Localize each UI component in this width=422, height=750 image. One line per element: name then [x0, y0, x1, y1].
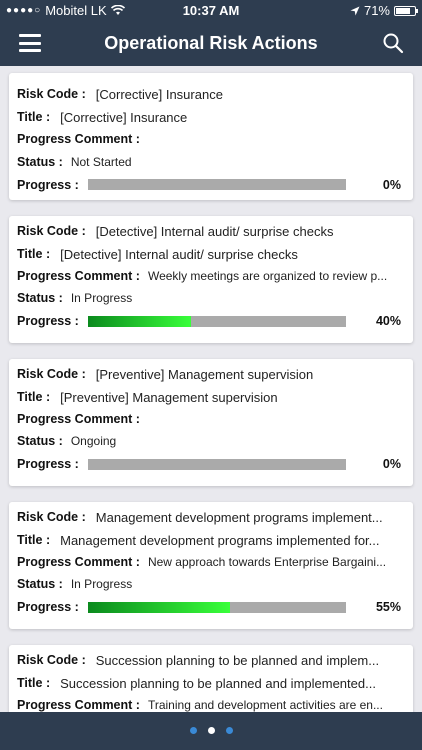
- progress-bar: [88, 179, 346, 190]
- progress-comment-label: Progress Comment :: [17, 132, 140, 146]
- nav-bar: Operational Risk Actions: [0, 20, 422, 66]
- risk-code-row: Risk Code : Management development progr…: [17, 508, 405, 526]
- title-label: Title :: [17, 390, 51, 404]
- progress-comment-value: Training and development activities are …: [147, 698, 383, 712]
- risk-code-row: Risk Code : [Corrective] Insurance: [17, 85, 405, 103]
- progress-row: Progress :: [17, 312, 405, 330]
- progress-comment-label: Progress Comment :: [17, 698, 140, 712]
- title-row: Title : [Detective] Internal audit/ surp…: [17, 245, 405, 263]
- progress-comment-value: New approach towards Enterprise Bargaini…: [147, 555, 387, 569]
- title-label: Title :: [17, 247, 51, 261]
- page-title: Operational Risk Actions: [104, 33, 318, 53]
- page-indicator[interactable]: [0, 727, 422, 734]
- progress-percent: 40%: [375, 314, 401, 328]
- progress-comment-value: Weekly meetings are organized to review …: [147, 269, 388, 283]
- progress-label: Progress :: [17, 457, 79, 471]
- status-bar: ●●●●○ Mobitel LK 10:37 AM 71%: [0, 0, 422, 20]
- progress-row: Progress :: [17, 176, 405, 194]
- progress-bar-fill: [88, 602, 230, 613]
- progress-comment-label: Progress Comment :: [17, 269, 140, 283]
- status-row: Status : Ongoing: [17, 432, 405, 450]
- title-label: Title :: [17, 533, 51, 547]
- progress-comment-label: Progress Comment :: [17, 555, 140, 569]
- title-row: Title : Management development programs …: [17, 531, 405, 549]
- clock: 10:37 AM: [182, 3, 240, 18]
- progress-label: Progress :: [17, 178, 79, 192]
- progress-bar: [88, 459, 346, 470]
- risk-code-label: Risk Code :: [17, 510, 86, 524]
- title-label: Title :: [17, 110, 51, 124]
- risk-action-card[interactable]: Risk Code : [Preventive] Management supe…: [9, 359, 413, 486]
- carrier-name: Mobitel LK: [45, 3, 107, 18]
- progress-row: Progress :: [17, 598, 405, 616]
- page-dot-active[interactable]: [207, 727, 215, 734]
- progress-bar: [88, 316, 346, 327]
- risk-code-value: [Corrective] Insurance: [95, 86, 223, 102]
- battery-percent: 71%: [363, 3, 390, 18]
- risk-code-label: Risk Code :: [17, 224, 86, 238]
- risk-action-card[interactable]: Risk Code : Succession planning to be pl…: [9, 645, 413, 712]
- status-row: Status : Not Started: [17, 153, 405, 171]
- title-value: Management development programs implemen…: [60, 532, 380, 548]
- risk-code-value: Succession planning to be planned and im…: [95, 652, 380, 668]
- battery-icon: [394, 5, 418, 16]
- hamburger-menu-icon[interactable]: [19, 34, 41, 52]
- progress-comment-row: Progress Comment : New approach towards …: [17, 553, 405, 571]
- risk-code-label: Risk Code :: [17, 367, 86, 381]
- risk-code-row: Risk Code : [Preventive] Management supe…: [17, 365, 405, 383]
- progress-comment-row: Progress Comment :: [17, 410, 405, 428]
- risk-code-label: Risk Code :: [17, 653, 86, 667]
- progress-comment-label: Progress Comment :: [17, 412, 140, 426]
- risk-code-value: [Detective] Internal audit/ surprise che…: [95, 223, 334, 239]
- search-icon[interactable]: [382, 32, 404, 54]
- progress-row: Progress :: [17, 455, 405, 473]
- status-label: Status :: [17, 291, 63, 305]
- wifi-icon: [110, 5, 125, 15]
- progress-label: Progress :: [17, 600, 79, 614]
- status-label: Status :: [17, 155, 63, 169]
- progress-percent: 55%: [375, 600, 401, 614]
- title-row: Title : [Corrective] Insurance: [17, 108, 405, 126]
- status-row: Status : In Progress: [17, 575, 405, 593]
- status-value: Not Started: [70, 155, 132, 169]
- carrier-signal: ●●●●○ Mobitel LK: [6, 3, 125, 18]
- progress-comment-row: Progress Comment : Training and developm…: [17, 696, 405, 712]
- page-indicator-bar: [0, 712, 422, 750]
- title-value: [Corrective] Insurance: [60, 109, 188, 125]
- title-label: Title :: [17, 676, 51, 690]
- risk-code-label: Risk Code :: [17, 87, 86, 101]
- risk-action-card[interactable]: Risk Code : [Corrective] Insurance Title…: [9, 73, 413, 200]
- status-row: Status : In Progress: [17, 289, 405, 307]
- location-arrow-icon: [350, 6, 360, 15]
- risk-action-card[interactable]: Risk Code : Management development progr…: [9, 502, 413, 629]
- title-value: [Detective] Internal audit/ surprise che…: [60, 246, 298, 262]
- risk-action-card[interactable]: Risk Code : [Detective] Internal audit/ …: [9, 216, 413, 343]
- status-value: Ongoing: [70, 434, 117, 448]
- status-value: In Progress: [70, 577, 133, 591]
- progress-label: Progress :: [17, 314, 79, 328]
- title-row: Title : Succession planning to be planne…: [17, 674, 405, 692]
- page-dot[interactable]: [189, 727, 197, 734]
- progress-percent: 0%: [382, 457, 401, 471]
- risk-code-value: [Preventive] Management supervision: [95, 366, 314, 382]
- status-label: Status :: [17, 434, 63, 448]
- risk-code-row: Risk Code : Succession planning to be pl…: [17, 651, 405, 669]
- progress-bar-fill: [88, 316, 192, 327]
- title-value: Succession planning to be planned and im…: [60, 675, 376, 691]
- progress-bar: [88, 602, 346, 613]
- status-label: Status :: [17, 577, 63, 591]
- risk-code-row: Risk Code : [Detective] Internal audit/ …: [17, 222, 405, 240]
- signal-strength-icon: ●●●●○: [6, 5, 42, 16]
- risk-code-value: Management development programs implemen…: [95, 509, 383, 525]
- status-value: In Progress: [70, 291, 133, 305]
- progress-percent: 0%: [382, 178, 401, 192]
- page-dot[interactable]: [225, 727, 233, 734]
- progress-comment-row: Progress Comment : Weekly meetings are o…: [17, 267, 405, 285]
- title-value: [Preventive] Management supervision: [60, 389, 278, 405]
- progress-comment-row: Progress Comment :: [17, 130, 405, 148]
- risk-action-list[interactable]: Risk Code : [Corrective] Insurance Title…: [0, 66, 422, 712]
- title-row: Title : [Preventive] Management supervis…: [17, 388, 405, 406]
- status-right: 71%: [350, 3, 418, 18]
